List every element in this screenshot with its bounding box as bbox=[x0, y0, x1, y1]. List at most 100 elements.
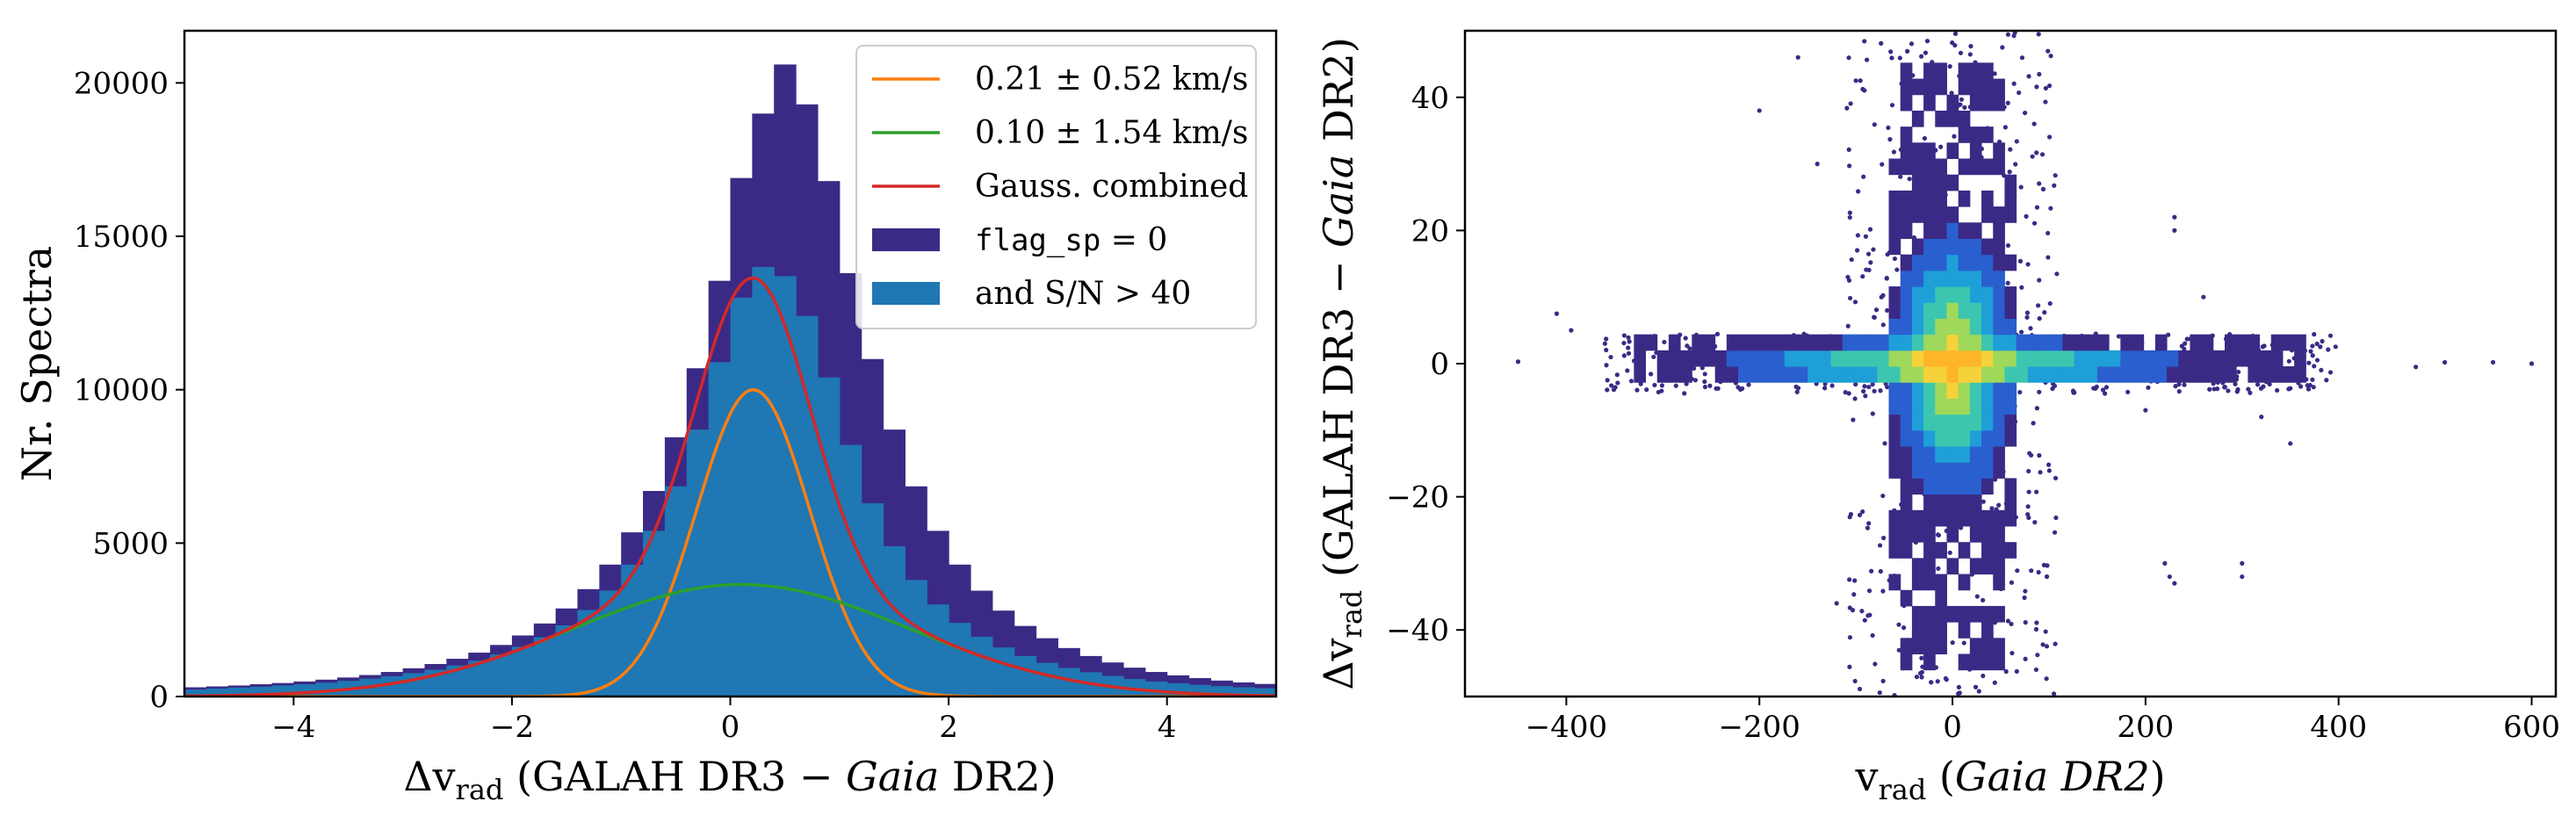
heatmap-cell bbox=[1923, 653, 1936, 671]
heatmap-cell bbox=[1993, 222, 2005, 239]
heatmap-cell bbox=[1865, 334, 1878, 351]
heatmap-cell bbox=[2190, 350, 2203, 367]
heatmap-cell bbox=[1703, 334, 1716, 351]
heatmap-point bbox=[2018, 184, 2024, 190]
heatmap-cell bbox=[1830, 366, 1844, 383]
heatmap-cell bbox=[1911, 398, 1924, 415]
y-tick-label: 20000 bbox=[74, 66, 169, 101]
heatmap-cell bbox=[1981, 430, 1994, 447]
heatmap-cell bbox=[1911, 462, 1924, 479]
heatmap-point bbox=[2019, 55, 2025, 61]
heatmap-cell bbox=[1911, 270, 1924, 287]
histogram-bar-snr40 bbox=[1144, 681, 1168, 697]
heatmap-cell bbox=[2085, 366, 2098, 383]
heatmap-cell bbox=[2132, 334, 2145, 351]
heatmap-point bbox=[1950, 40, 1955, 46]
heatmap-point bbox=[1880, 292, 1886, 298]
heatmap-cell bbox=[2004, 398, 2017, 415]
heatmap-cell bbox=[1888, 190, 1901, 207]
histogram-y-axis-label: Nr. Spectra bbox=[13, 246, 61, 481]
heatmap-point bbox=[1862, 39, 1867, 44]
heatmap-point bbox=[2298, 384, 2304, 389]
heatmap-cell bbox=[1958, 62, 1971, 80]
heatmap-y-axis-label: Δvrad (GALAH DR3 − Gaia DR2) bbox=[1315, 37, 1368, 689]
heatmap-cell bbox=[1958, 430, 1971, 447]
heatmap-cell bbox=[1993, 142, 2005, 160]
heatmap-cell bbox=[1888, 382, 1901, 399]
heatmap-point bbox=[2052, 530, 2058, 535]
histogram-bar-snr40 bbox=[1035, 662, 1058, 697]
heatmap-cell bbox=[1738, 350, 1750, 367]
heatmap-point bbox=[1746, 382, 1751, 387]
x-tick-label: −200 bbox=[1719, 710, 1800, 745]
heatmap-point bbox=[2034, 84, 2039, 90]
heatmap-cell bbox=[2016, 350, 2029, 367]
y-tick-label: −20 bbox=[1386, 480, 1449, 516]
heatmap-cell bbox=[1900, 653, 1913, 671]
heatmap-point bbox=[1604, 347, 1609, 353]
x-tick-label: 0 bbox=[1943, 710, 1962, 745]
heatmap-point bbox=[2053, 515, 2059, 521]
heatmap-cell bbox=[1946, 238, 1959, 256]
heatmap-cell bbox=[1923, 622, 1936, 639]
heatmap-point bbox=[1976, 689, 1981, 694]
heatmap-x-axis-label: vrad (Gaia DR2) bbox=[1854, 753, 2165, 806]
heatmap-point bbox=[2011, 81, 2017, 86]
heatmap-point bbox=[2046, 83, 2053, 89]
heatmap-point bbox=[1865, 251, 1872, 256]
heatmap-point bbox=[1707, 383, 1713, 388]
histogram-bar-snr40 bbox=[861, 502, 884, 697]
heatmap-cell bbox=[1888, 430, 1901, 447]
heatmap-point bbox=[2046, 462, 2052, 467]
heatmap-point bbox=[2103, 385, 2110, 390]
heatmap-point bbox=[2071, 390, 2076, 395]
heatmap-point bbox=[1866, 521, 1872, 526]
heatmap-cell bbox=[1738, 366, 1750, 383]
heatmap-point bbox=[2324, 378, 2329, 383]
heatmap-point bbox=[2034, 406, 2039, 411]
heatmap-point bbox=[2039, 152, 2046, 157]
heatmap-point bbox=[1864, 57, 1870, 62]
heatmap-point bbox=[1860, 274, 1865, 279]
heatmap-cell bbox=[1958, 605, 1971, 623]
heatmap-cell bbox=[1958, 382, 1971, 399]
heatmap-cell bbox=[2051, 334, 2063, 351]
heatmap-cell bbox=[1993, 270, 2005, 287]
heatmap-cell bbox=[1935, 589, 1947, 607]
heatmap-point bbox=[2044, 574, 2050, 580]
heatmap-cell bbox=[1923, 430, 1936, 447]
heatmap-cell bbox=[1923, 270, 1936, 287]
x-tick-label: −4 bbox=[271, 710, 315, 745]
histogram-bar-snr40 bbox=[380, 675, 404, 697]
heatmap-point bbox=[1757, 108, 1762, 113]
heatmap-cell bbox=[1772, 350, 1786, 367]
histogram-bar-snr40 bbox=[905, 580, 927, 697]
heatmap-cell bbox=[1935, 478, 1947, 495]
heatmap-cell bbox=[1900, 254, 1913, 271]
heatmap-cell bbox=[2167, 366, 2179, 383]
heatmap-cell bbox=[1981, 350, 1994, 367]
heatmap-cell bbox=[1911, 509, 1924, 527]
heatmap-cell bbox=[1911, 414, 1924, 431]
heatmap-cell bbox=[1969, 62, 1982, 80]
heatmap-point bbox=[2305, 386, 2312, 392]
heatmap-cell bbox=[1969, 509, 1982, 527]
heatmap-point bbox=[1614, 372, 1620, 378]
heatmap-cell bbox=[1969, 334, 1982, 351]
heatmap-cell bbox=[1888, 445, 1901, 463]
heatmap-point bbox=[1858, 78, 1863, 83]
heatmap-point bbox=[2014, 139, 2019, 144]
heatmap-point bbox=[1615, 380, 1620, 386]
heatmap-point bbox=[2025, 262, 2031, 267]
heatmap-point bbox=[2017, 258, 2024, 264]
heatmap-point bbox=[1935, 532, 1941, 538]
heatmap-point bbox=[1659, 383, 1665, 388]
heatmap-x-ticks: −400 −200 0 200 400 600 bbox=[1526, 697, 2560, 745]
heatmap-point bbox=[2053, 475, 2059, 480]
heatmap-point bbox=[2023, 620, 2028, 625]
heatmap-cell bbox=[1946, 350, 1959, 367]
heatmap-point bbox=[1843, 390, 1848, 395]
heatmap-point bbox=[1897, 55, 1902, 61]
heatmap-cell bbox=[1911, 478, 1924, 495]
heatmap-cell bbox=[1969, 366, 1982, 383]
